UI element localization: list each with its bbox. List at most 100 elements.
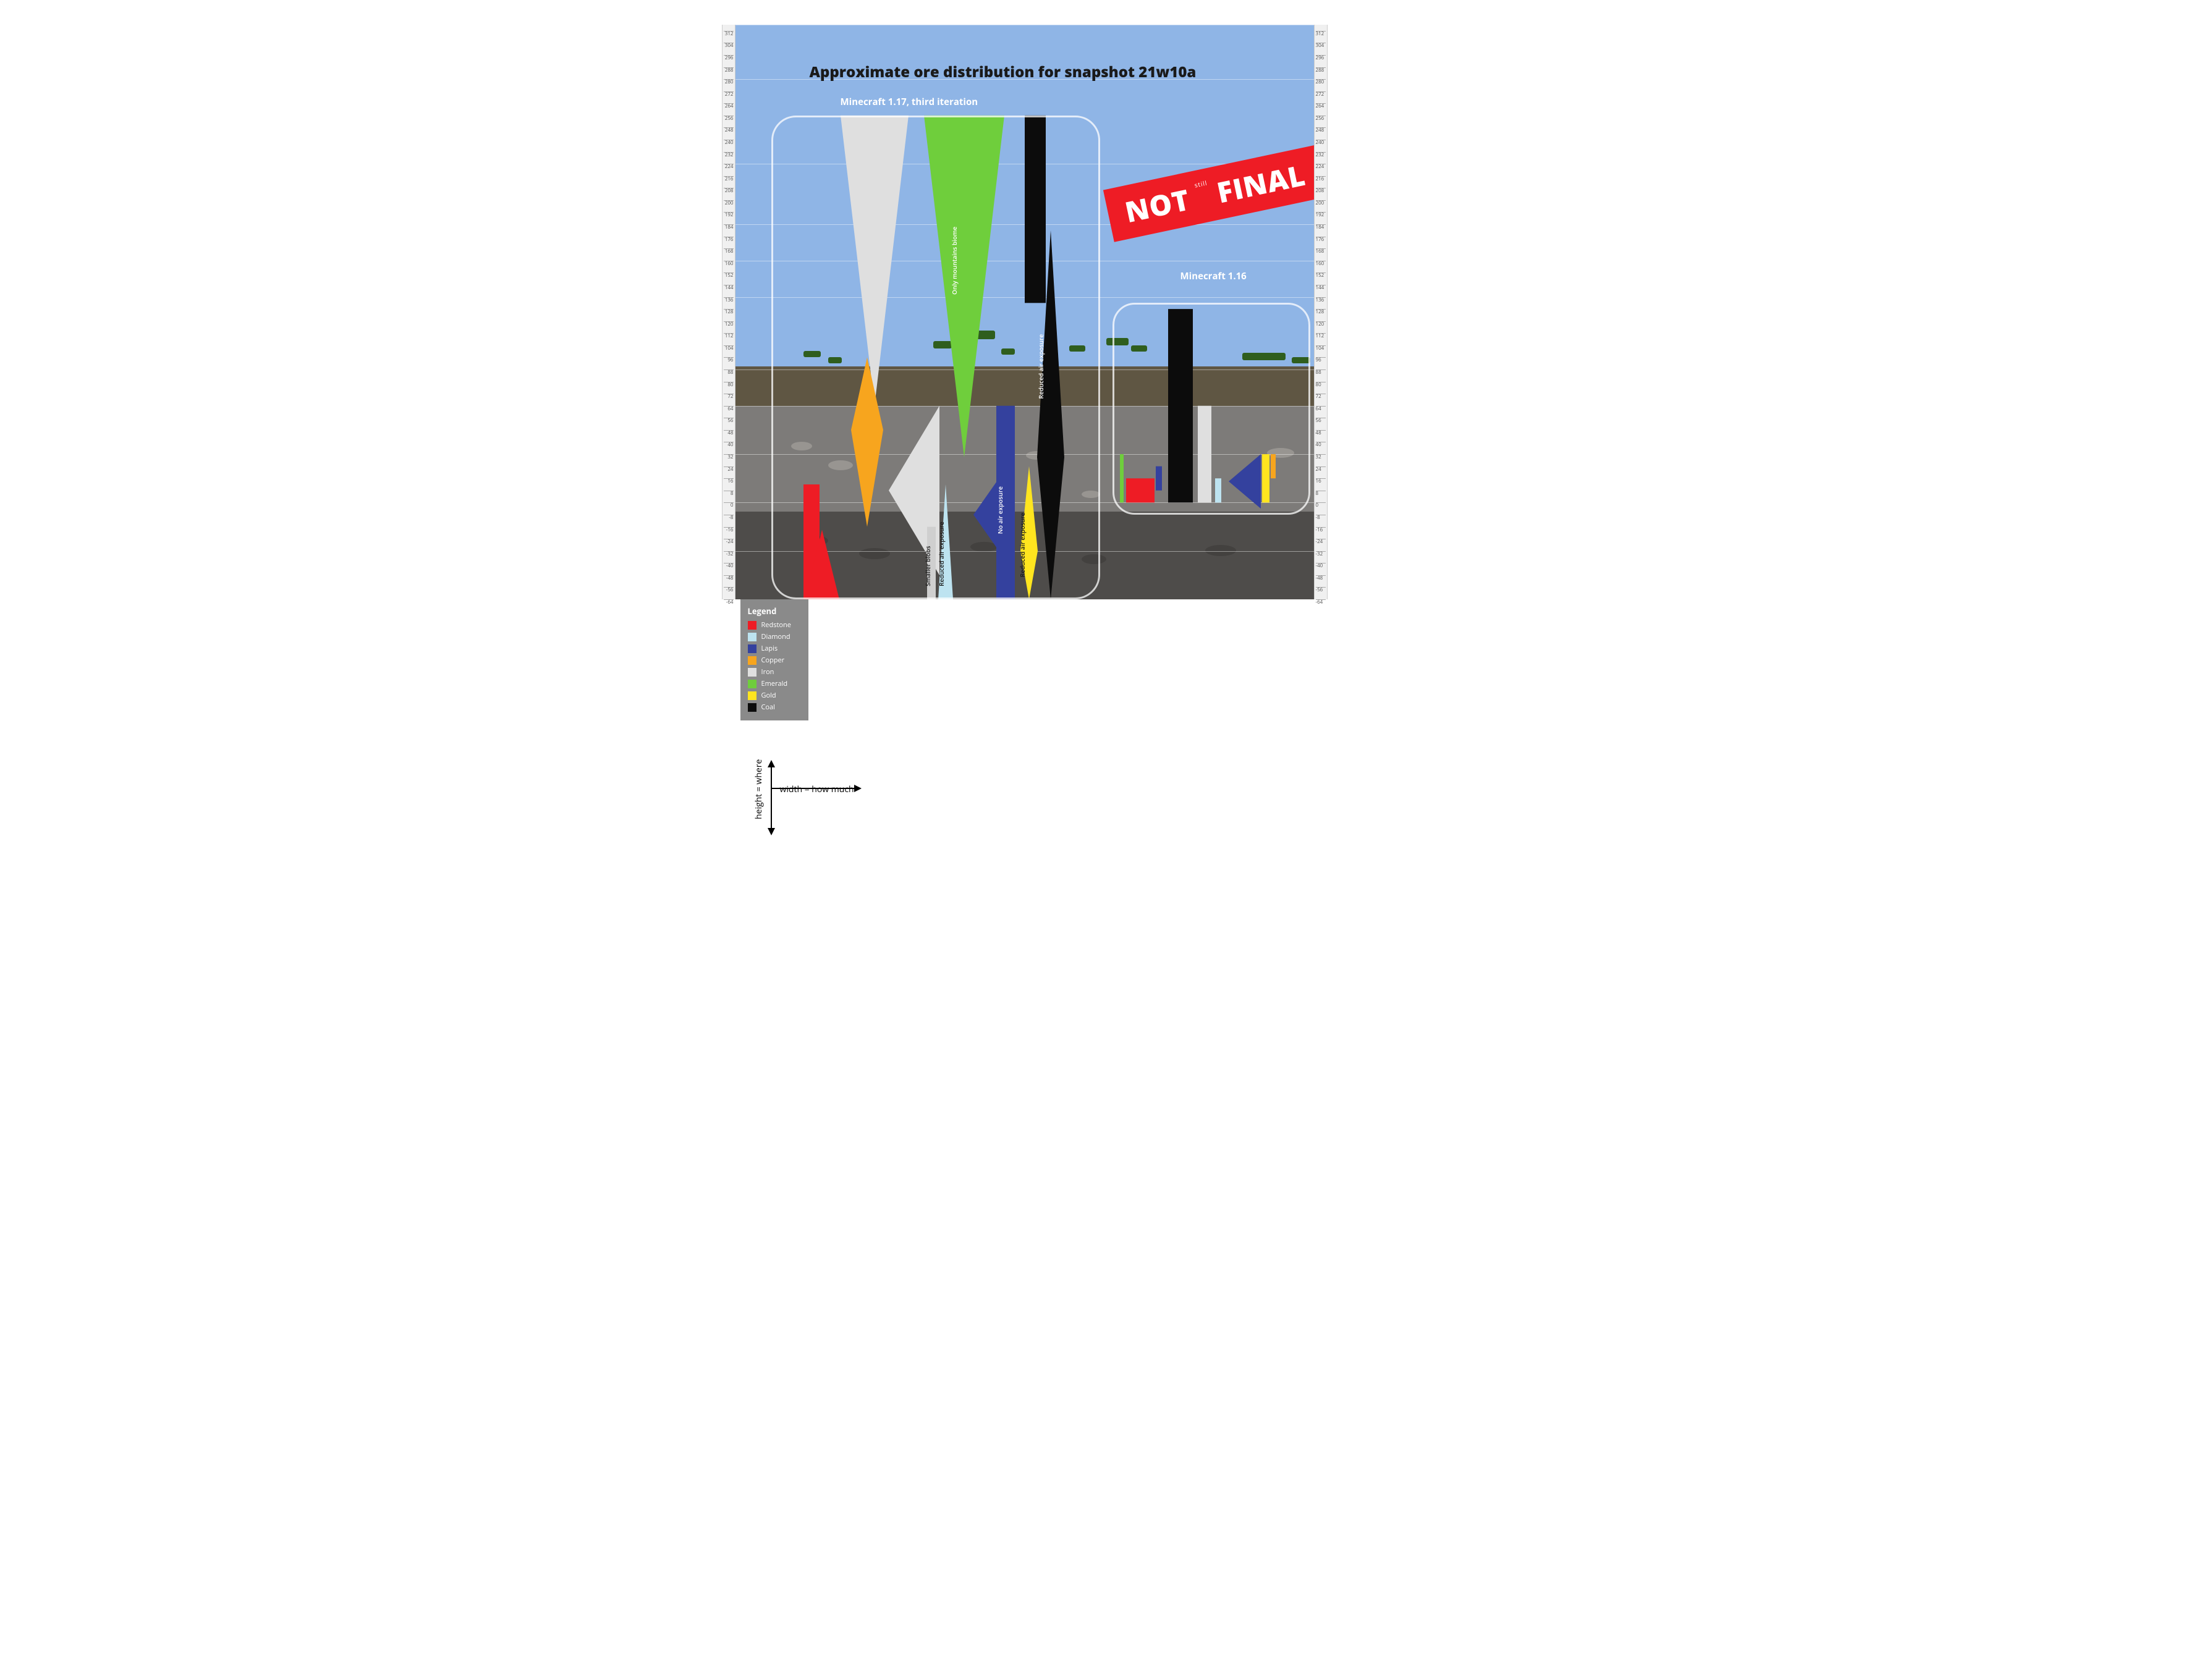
- ruler-tick: 304: [724, 43, 734, 48]
- ruler-tick: 112: [1316, 333, 1326, 339]
- legend-row: Copper: [748, 656, 801, 665]
- stone-blob: [859, 548, 890, 559]
- ruler-tick: 232: [1316, 152, 1326, 158]
- ruler-tick: 224: [1316, 164, 1326, 169]
- legend-row: Lapis: [748, 644, 801, 653]
- ruler-tick: -16: [724, 527, 734, 533]
- ruler-tick: 16: [724, 478, 734, 484]
- ruler-tick: -24: [1316, 539, 1326, 544]
- legend-label: Coal: [761, 703, 775, 712]
- tree-decor: [1001, 348, 1015, 355]
- ruler-tick: 40: [1316, 442, 1326, 447]
- ruler-tick: 272: [724, 91, 734, 97]
- tree-decor: [933, 341, 952, 348]
- ruler-tick: 168: [1316, 248, 1326, 254]
- ruler-tick: 88: [1316, 369, 1326, 375]
- ruler-tick: 48: [1316, 430, 1326, 436]
- legend-row: Coal: [748, 703, 801, 712]
- ruler-tick: 216: [724, 176, 734, 182]
- ruler-tick: 152: [724, 272, 734, 278]
- ruler-tick: 136: [724, 297, 734, 303]
- legend-swatch: [748, 621, 756, 630]
- legend-label: Iron: [761, 667, 774, 677]
- stone-blob: [828, 460, 853, 470]
- ruler-tick: 32: [724, 454, 734, 460]
- ruler-tick: 200: [1316, 200, 1326, 206]
- axis-width-label: width = how much: [780, 783, 854, 795]
- version-box-label: Minecraft 1.17, third iteration: [841, 96, 978, 108]
- ruler-tick: 64: [1316, 406, 1326, 412]
- ruler-tick: 264: [724, 103, 734, 109]
- ruler-tick: 80: [724, 382, 734, 387]
- ruler-tick: 160: [1316, 261, 1326, 266]
- ruler-tick: 176: [724, 237, 734, 242]
- ruler-tick: 32: [1316, 454, 1326, 460]
- tree-decor: [828, 357, 842, 363]
- grid-line: [735, 454, 1314, 455]
- ruler-tick: 40: [724, 442, 734, 447]
- ruler-tick: 72: [724, 394, 734, 399]
- ruler-tick: 128: [1316, 309, 1326, 314]
- tree-decor: [1106, 338, 1129, 345]
- ruler-tick: 56: [1316, 418, 1326, 423]
- stamp-final: FINAL: [1213, 156, 1308, 212]
- ruler-tick: 296: [724, 55, 734, 61]
- ruler-tick: 64: [724, 406, 734, 412]
- ruler-tick: 144: [724, 285, 734, 290]
- ruler-tick: 240: [1316, 140, 1326, 145]
- stone-blob: [1267, 448, 1294, 458]
- legend-row: Diamond: [748, 632, 801, 641]
- ruler-tick: 240: [724, 140, 734, 145]
- bg-stone: [735, 406, 1314, 512]
- ruler-tick: 296: [1316, 55, 1326, 61]
- ruler-tick: 208: [724, 188, 734, 193]
- ruler-tick: 96: [1316, 357, 1326, 363]
- grid-line: [735, 406, 1314, 407]
- ruler-tick: 248: [724, 127, 734, 133]
- ruler-tick: 16: [1316, 478, 1326, 484]
- ruler-tick: 24: [724, 466, 734, 472]
- ruler-tick: -40: [724, 563, 734, 568]
- grid-line: [735, 224, 1314, 225]
- grid-line: [735, 297, 1314, 298]
- ruler-tick: -48: [724, 575, 734, 581]
- stone-blob: [1082, 554, 1106, 564]
- legend-title: Legend: [748, 606, 801, 617]
- stone-blob: [803, 536, 828, 546]
- ruler-tick: 24: [1316, 466, 1326, 472]
- ruler-tick: 192: [1316, 212, 1326, 217]
- legend-swatch: [748, 680, 756, 688]
- tree-decor: [1069, 345, 1085, 352]
- axis-annotation: width = how much height = where: [740, 758, 864, 844]
- stamp-not: NOT: [1121, 180, 1193, 232]
- ruler-tick: -64: [1316, 599, 1326, 605]
- legend-row: Gold: [748, 691, 801, 700]
- ruler-tick: 200: [724, 200, 734, 206]
- ruler-tick: -24: [724, 539, 734, 544]
- ruler-tick: 192: [724, 212, 734, 217]
- grid-line: [735, 502, 1314, 503]
- tree-decor: [1131, 345, 1147, 352]
- ruler-tick: 168: [724, 248, 734, 254]
- legend-label: Redstone: [761, 620, 791, 630]
- version-box-label: Minecraft 1.16: [1180, 270, 1247, 282]
- ruler-tick: 224: [724, 164, 734, 169]
- ruler-tick: 216: [1316, 176, 1326, 182]
- stone-blob: [1026, 451, 1048, 460]
- ruler-tick: 184: [724, 224, 734, 230]
- ruler-tick: 104: [724, 345, 734, 351]
- ruler-tick: 8: [724, 491, 734, 496]
- tree-decor: [1292, 357, 1310, 363]
- ruler-tick: 288: [724, 67, 734, 73]
- ruler-tick: -16: [1316, 527, 1326, 533]
- grid-line: [735, 369, 1314, 370]
- ruler-tick: 208: [1316, 188, 1326, 193]
- legend-label: Emerald: [761, 679, 788, 688]
- legend-panel: Legend Redstone Diamond Lapis Copper Iron Eme…: [740, 599, 808, 720]
- ruler-tick: 280: [724, 79, 734, 85]
- stone-blob: [896, 488, 915, 495]
- ruler-tick: 104: [1316, 345, 1326, 351]
- ruler-tick: -32: [1316, 551, 1326, 557]
- ruler-tick: 152: [1316, 272, 1326, 278]
- tree-decor: [803, 351, 821, 357]
